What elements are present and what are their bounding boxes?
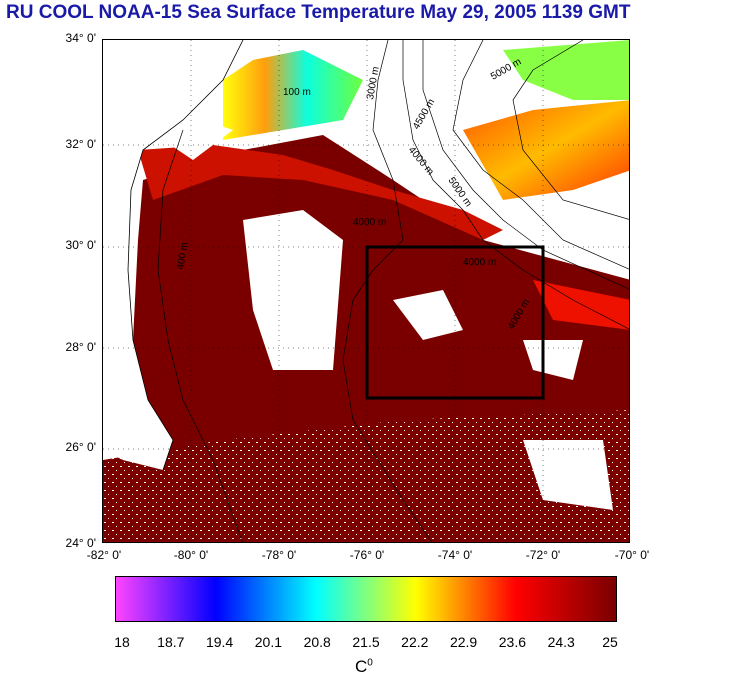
region-box	[365, 245, 545, 400]
lon-label: -72° 0'	[525, 548, 561, 562]
east-warm-water	[463, 100, 629, 200]
colorbar-tick-label: 18.7	[157, 634, 185, 650]
map-title: RU COOL NOAA-15 Sea Surface Temperature …	[6, 2, 631, 23]
cloud-patch-3	[393, 290, 463, 340]
colorbar-tick-label: 22.9	[449, 634, 478, 650]
southern-speckle	[103, 410, 629, 542]
sst-map-canvas: 100 m 3000 m 5000 m 4500 m 4000 m 5000 m…	[103, 40, 629, 542]
lat-label: 32° 0'	[65, 137, 96, 151]
lon-label: -70° 0'	[614, 548, 650, 562]
contour-label: 3000 m	[365, 66, 382, 101]
colorbar-tick-label: 22.2	[401, 634, 429, 650]
graticule	[103, 40, 629, 542]
lon-label: -80° 0'	[173, 548, 209, 562]
colorbar-tick-label: 24.3	[547, 634, 575, 650]
colorbar	[115, 576, 617, 622]
gulf-stream-edge	[138, 145, 503, 240]
sst-map: 100 m 3000 m 5000 m 4500 m 4000 m 5000 m…	[102, 39, 630, 543]
cloud-patch-1	[243, 210, 343, 370]
contour-label: 4500 m	[411, 97, 437, 131]
contour-label: 400 m	[175, 241, 191, 270]
east-red-band	[533, 280, 629, 330]
lat-label: 24° 0'	[65, 536, 96, 550]
lat-label: 26° 0'	[65, 440, 96, 454]
colorbar-tick-label: 18	[114, 634, 130, 650]
contour-label: 4000 m	[353, 217, 386, 228]
lon-label: -74° 0'	[437, 548, 473, 562]
colorbar-tick-label: 25	[602, 634, 618, 650]
colorbar-tick-label: 23.6	[498, 634, 527, 650]
lon-label: -82° 0'	[86, 548, 122, 562]
lat-label: 28° 0'	[65, 340, 96, 354]
coastline	[127, 40, 244, 471]
lat-label: 30° 0'	[65, 238, 96, 252]
colorbar-tick-label: 19.4	[205, 634, 234, 650]
colorbar-tick-label: 20.1	[254, 634, 283, 650]
lon-label: -76° 0'	[349, 548, 385, 562]
north-east-water	[503, 40, 629, 100]
cloud-patch-2	[163, 120, 233, 160]
contour-label: 4000 m	[406, 145, 436, 178]
north-cold-water	[223, 50, 363, 140]
lat-label: 34° 0'	[65, 31, 96, 45]
colorbar-tick-label: 21.5	[352, 634, 380, 650]
colorbar-tick-label: 20.8	[303, 634, 331, 650]
contour-label: 100 m	[283, 87, 311, 98]
contour-label: 4000 m	[463, 257, 496, 268]
colorbar-unit: C0	[355, 657, 373, 676]
lon-label: -78° 0'	[261, 548, 297, 562]
land-mass	[103, 40, 243, 470]
cloud-patch-4	[523, 340, 583, 380]
contour-label: 5000 m	[446, 175, 474, 209]
cloud-patch-5	[523, 440, 613, 510]
